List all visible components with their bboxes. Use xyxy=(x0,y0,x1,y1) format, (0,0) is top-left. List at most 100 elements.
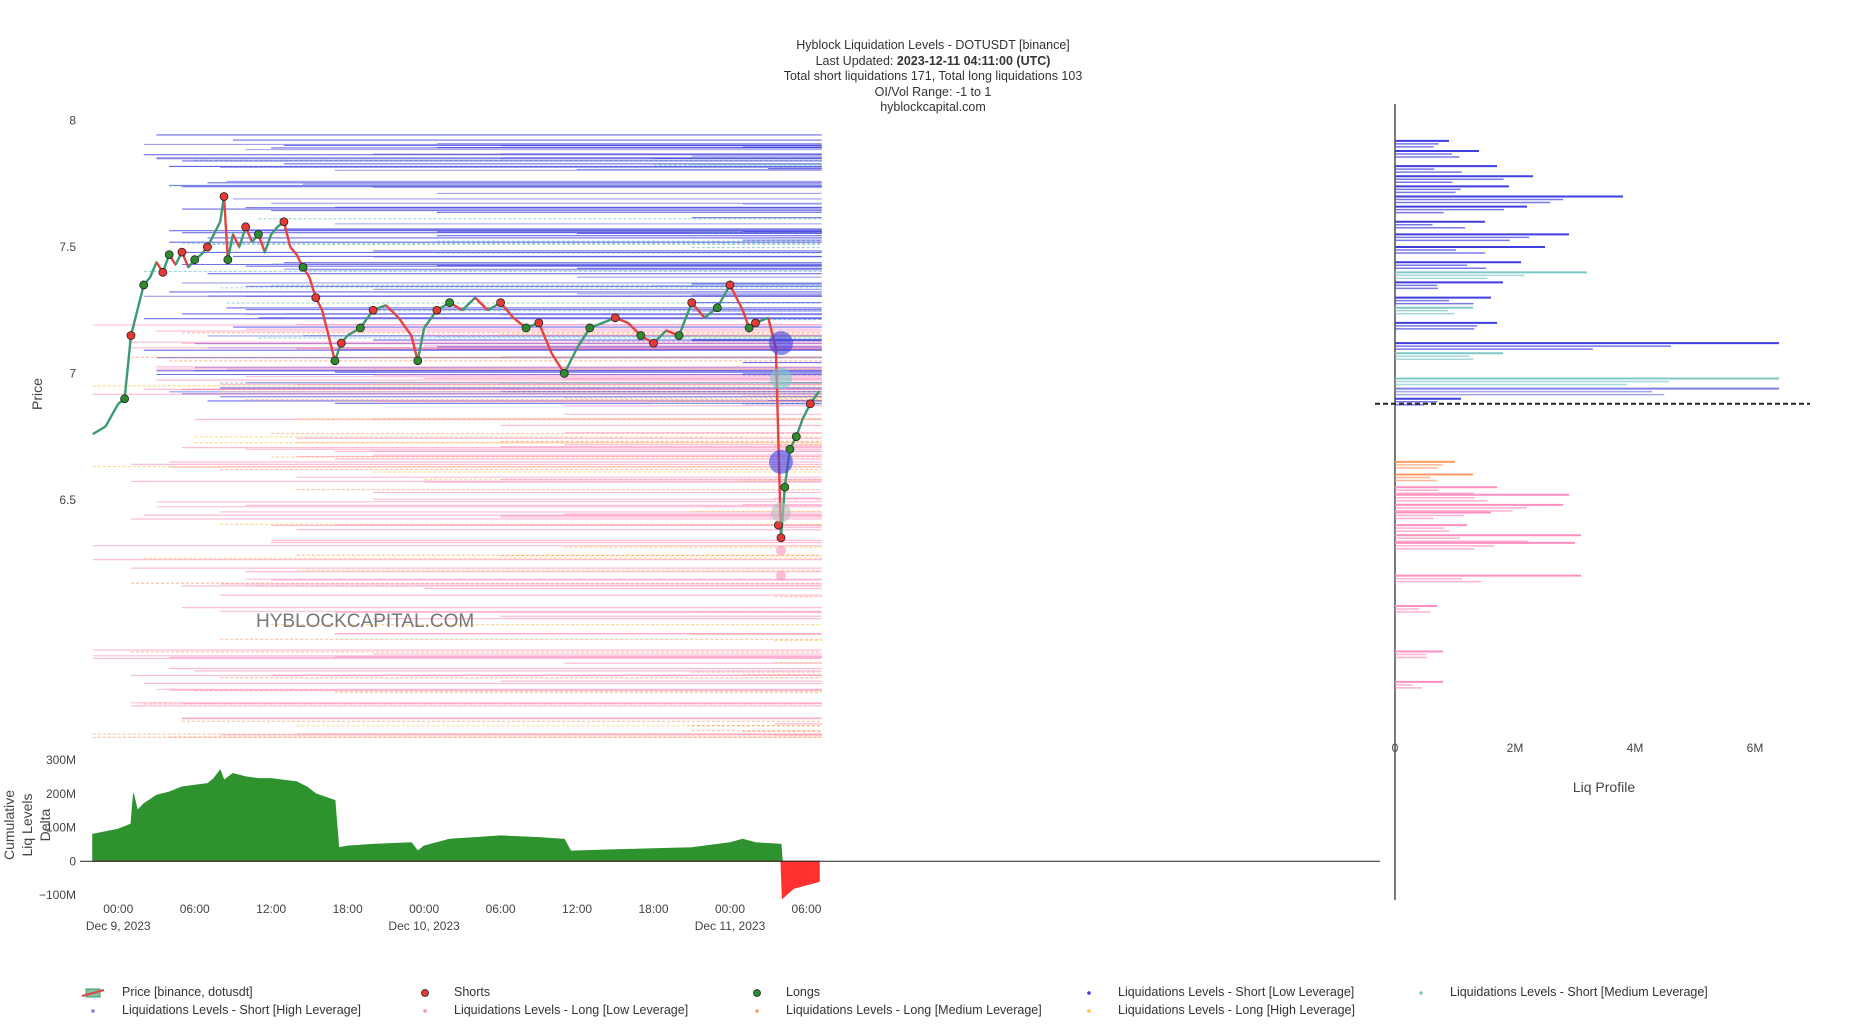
liquidation-bubble xyxy=(768,449,793,474)
legend-row-1: Price [binance, dotusdt] Shorts Longs Liqui… xyxy=(80,985,1860,1003)
source-site: hyblockcapital.com xyxy=(880,100,986,114)
long-marker xyxy=(785,444,795,454)
profile-tick-label: 4M xyxy=(1627,741,1644,755)
liq-profile-layer xyxy=(1394,104,1779,900)
short-marker xyxy=(203,242,212,252)
legend-item-long_medium[interactable]: Liquidations Levels - Long [Medium Lever… xyxy=(744,1003,1042,1017)
legend-swatch-icon xyxy=(753,988,761,997)
watermark-text: HYBLOCKCAPITAL.COM xyxy=(256,611,474,632)
price-candle xyxy=(222,196,230,260)
price-candle xyxy=(385,304,400,319)
profile-tick-label: 2M xyxy=(1507,741,1524,755)
time-tick-label: 06:00 xyxy=(180,902,210,916)
long-marker xyxy=(445,298,455,308)
price-axis-title: Price xyxy=(29,378,45,410)
legend-label: Price [binance, dotusdt] xyxy=(122,985,253,999)
long-marker xyxy=(298,262,308,272)
long-marker xyxy=(585,323,595,333)
price-candle xyxy=(569,347,579,362)
short-marker xyxy=(725,280,735,290)
legend-item-short_high[interactable]: Liquidations Levels - Short [High Levera… xyxy=(80,1003,361,1017)
short-marker xyxy=(158,267,168,277)
price-candle xyxy=(728,284,744,311)
liquidation-totals: Total short liquidations 171, Total long… xyxy=(783,69,1083,83)
price-candle xyxy=(416,327,426,362)
short-marker xyxy=(751,318,760,328)
price-candle xyxy=(474,296,489,312)
legend-dot-icon xyxy=(421,988,429,997)
long-marker xyxy=(521,323,531,333)
legend-swatch-icon xyxy=(755,1008,759,1013)
price-candle xyxy=(537,322,553,354)
delta-axis-title: Delta xyxy=(37,808,53,841)
time-tick-label: 00:00 xyxy=(409,902,439,916)
long-marker xyxy=(120,394,130,404)
time-tick-label: 06:00 xyxy=(486,902,516,916)
legend-item-short_low[interactable]: Liquidations Levels - Short [Low Leverag… xyxy=(1076,985,1354,999)
profile-tick-label: 0 xyxy=(1392,741,1399,755)
price-tick-label: 8 xyxy=(69,114,76,128)
delta-layer xyxy=(80,769,1380,900)
legend-label: Liquidations Levels - Short [High Levera… xyxy=(122,1003,362,1017)
oi-vol-range: OI/Vol Range: -1 to 1 xyxy=(874,84,992,99)
price-tick-label: 7 xyxy=(69,366,76,380)
legend-swatch-icon xyxy=(1087,1008,1091,1013)
legend-item-shorts[interactable]: Shorts xyxy=(412,985,490,999)
short-marker xyxy=(241,222,251,232)
short-marker xyxy=(687,298,697,308)
price-candle xyxy=(270,226,279,236)
price-candle xyxy=(231,233,241,248)
time-tick-label: 00:00 xyxy=(103,902,133,916)
price-candle xyxy=(104,403,120,428)
short-marker xyxy=(534,318,544,328)
legend-label: Liquidations Levels - Long [High Leverag… xyxy=(1118,1003,1355,1017)
legend-label: Longs xyxy=(786,985,821,999)
short-marker xyxy=(805,399,815,409)
legend-line-icon xyxy=(81,988,105,997)
short-marker xyxy=(776,533,786,543)
markers-layer[interactable] xyxy=(120,192,815,581)
legend-item-long_high[interactable]: Liquidations Levels - Long [High Leverag… xyxy=(1076,1003,1355,1017)
delta-axis-title: Cumulative xyxy=(1,790,17,860)
long-marker xyxy=(413,356,423,366)
legend-item-price[interactable]: Price [binance, dotusdt] xyxy=(80,985,253,999)
date-tick-label: Dec 10, 2023 xyxy=(388,919,460,933)
liquidation-bubble xyxy=(775,570,786,581)
delta-tick-label: −100M xyxy=(39,888,76,902)
short-marker xyxy=(610,313,620,323)
price-candle xyxy=(461,296,476,312)
legend-label: Liquidations Levels - Long [Low Leverage… xyxy=(454,1003,689,1017)
short-marker xyxy=(336,338,346,348)
short-marker xyxy=(649,338,658,348)
long-marker xyxy=(712,303,722,313)
delta-positive-area xyxy=(92,769,820,862)
long-marker xyxy=(674,331,684,340)
last-updated-value: 2023-12-11 04:11:00 (UTC) xyxy=(896,53,1051,68)
legend-row-2: Liquidations Levels - Short [High Levera… xyxy=(80,1003,1860,1021)
time-tick-label: 06:00 xyxy=(791,902,821,916)
profile-tick-label: 6M xyxy=(1747,741,1764,755)
legend-dot-icon xyxy=(1087,1008,1091,1013)
price-candle xyxy=(263,233,273,253)
legend-item-short_medium[interactable]: Liquidations Levels - Short [Medium Leve… xyxy=(1408,985,1708,999)
time-tick-label: 12:00 xyxy=(256,902,286,916)
legend-item-longs[interactable]: Longs xyxy=(744,985,820,999)
legend-dot-icon xyxy=(753,988,761,997)
delta-tick-label: 300M xyxy=(46,753,76,767)
date-tick-label: Dec 9, 2023 xyxy=(86,919,151,933)
price-candle xyxy=(212,221,222,235)
legend-item-long_low[interactable]: Liquidations Levels - Long [Low Leverage… xyxy=(412,1003,688,1017)
legend-label: Liquidations Levels - Short [Medium Leve… xyxy=(1450,985,1708,999)
profile-axis-title: Liq Profile xyxy=(1573,779,1635,795)
liquidation-bubble xyxy=(769,367,792,390)
long-marker xyxy=(164,250,174,260)
legend-swatch-icon xyxy=(421,988,429,997)
liquidation-levels-layer xyxy=(92,134,822,738)
legend-swatch-icon xyxy=(81,988,105,998)
legend-swatch-icon xyxy=(91,1008,95,1013)
legend-label: Liquidations Levels - Long [Medium Lever… xyxy=(786,1003,1042,1017)
last-updated: Last Updated: 2023-12-11 04:11:00 (UTC) xyxy=(815,53,1051,68)
short-marker xyxy=(177,247,187,257)
short-marker xyxy=(219,192,229,201)
